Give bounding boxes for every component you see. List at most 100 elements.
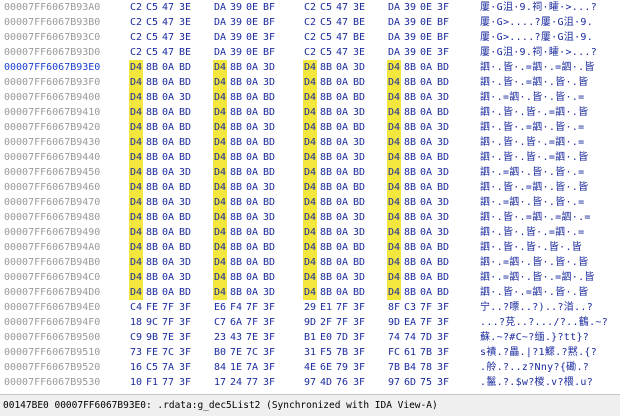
hex-byte[interactable]: 3D bbox=[436, 122, 450, 133]
hex-byte[interactable]: 47 bbox=[161, 32, 175, 43]
hex-byte[interactable]: 39 bbox=[403, 17, 417, 28]
hex-byte[interactable]: 0A bbox=[419, 242, 433, 253]
hex-byte[interactable]: 0A bbox=[245, 212, 259, 223]
hex-byte[interactable]: 3D bbox=[178, 167, 192, 178]
hex-byte[interactable]: 0A bbox=[245, 152, 259, 163]
hex-byte[interactable]: DA bbox=[213, 32, 227, 43]
hex-byte[interactable]: C2 bbox=[129, 17, 143, 28]
hex-byte[interactable]: 0A bbox=[161, 242, 175, 253]
hex-byte[interactable]: 47 bbox=[335, 32, 349, 43]
hex-byte[interactable]: 8B bbox=[229, 107, 243, 118]
hex-byte[interactable]: 7F bbox=[161, 302, 175, 313]
hex-byte[interactable]: BD bbox=[352, 167, 366, 178]
hex-byte[interactable]: 43 bbox=[229, 332, 243, 343]
ascii-text[interactable]: 訵·.皆·.=訵·.皆·.= bbox=[480, 122, 585, 133]
hex-byte[interactable]: 7B bbox=[419, 347, 433, 358]
hex-byte[interactable]: 0A bbox=[335, 62, 349, 73]
ascii-text[interactable]: 宁..?嘌..?)..?渞..? bbox=[480, 302, 594, 313]
hex-byte[interactable]: 8B bbox=[229, 152, 243, 163]
hex-byte[interactable]: 8B bbox=[319, 137, 333, 148]
hex-byte[interactable]: D4 bbox=[303, 255, 317, 270]
hex-byte[interactable]: D4 bbox=[213, 90, 227, 105]
hex-byte[interactable]: 8B bbox=[229, 62, 243, 73]
hex-byte[interactable]: 7F bbox=[245, 317, 259, 328]
hex-byte[interactable]: 0A bbox=[335, 227, 349, 238]
hex-byte[interactable]: 8B bbox=[145, 197, 159, 208]
hex-byte[interactable]: 23 bbox=[213, 332, 227, 343]
hex-byte[interactable]: 3D bbox=[178, 257, 192, 268]
hex-byte[interactable]: 8F bbox=[387, 302, 401, 313]
hex-byte[interactable]: D4 bbox=[213, 165, 227, 180]
hex-byte[interactable]: 3E bbox=[178, 17, 192, 28]
hex-byte[interactable]: F4 bbox=[229, 302, 243, 313]
hex-row[interactable]: 00007FF6067B9520 16 C5 7A 3F 84 1E 7A 3F 4E 6E 79 3F… bbox=[0, 360, 620, 375]
hex-byte[interactable]: 7C bbox=[161, 347, 175, 358]
hex-byte[interactable]: D4 bbox=[213, 210, 227, 225]
hex-byte[interactable]: 9B bbox=[145, 332, 159, 343]
hex-byte[interactable]: 0A bbox=[161, 137, 175, 148]
hex-byte[interactable]: 0A bbox=[245, 287, 259, 298]
hex-byte[interactable]: 0A bbox=[161, 197, 175, 208]
hex-byte[interactable]: 47 bbox=[335, 17, 349, 28]
hex-byte[interactable]: C2 bbox=[303, 17, 317, 28]
hex-byte[interactable]: 3F bbox=[436, 302, 450, 313]
hex-row[interactable]: 00007FF6067B9510 73 FE 7C 3F B0 7E 7C 3F 31 F5 7B 3F… bbox=[0, 345, 620, 360]
hex-byte[interactable]: 0A bbox=[335, 287, 349, 298]
hex-byte[interactable]: 3D bbox=[352, 107, 366, 118]
hex-byte[interactable]: D4 bbox=[213, 225, 227, 240]
hex-byte[interactable]: 47 bbox=[335, 47, 349, 58]
hex-byte[interactable]: 74 bbox=[403, 332, 417, 343]
hex-byte[interactable]: 8B bbox=[403, 287, 417, 298]
hex-byte[interactable]: FE bbox=[145, 347, 159, 358]
hex-row[interactable]: 00007FF6067B9490 D4 8B 0A BD D4 8B 0A BD D4 8B 0A 3D… bbox=[0, 225, 620, 240]
hex-byte[interactable]: BD bbox=[352, 182, 366, 193]
hex-byte[interactable]: D4 bbox=[303, 60, 317, 75]
hex-byte[interactable]: C5 bbox=[145, 32, 159, 43]
hex-byte[interactable]: 3F bbox=[262, 32, 276, 43]
hex-byte[interactable]: 0A bbox=[335, 212, 349, 223]
hex-byte[interactable]: 31 bbox=[303, 347, 317, 358]
hex-row[interactable]: 00007FF6067B9440 D4 8B 0A BD D4 8B 0A BD D4 8B 0A 3D… bbox=[0, 150, 620, 165]
ascii-text[interactable]: .舲.?..z?Nny?{磡.? bbox=[480, 362, 590, 373]
hex-byte[interactable]: 39 bbox=[403, 2, 417, 13]
hex-byte[interactable]: 47 bbox=[161, 2, 175, 13]
hex-byte[interactable]: 7F bbox=[419, 317, 433, 328]
hex-byte[interactable]: 3D bbox=[436, 137, 450, 148]
hex-byte[interactable]: 8B bbox=[403, 92, 417, 103]
hex-byte[interactable]: 6D bbox=[403, 377, 417, 388]
hex-byte[interactable]: 3F bbox=[436, 377, 450, 388]
hex-row[interactable]: 00007FF6067B94D0 D4 8B 0A BD D4 8B 0A 3D D4 8B 0A BD… bbox=[0, 285, 620, 300]
hex-byte[interactable]: BD bbox=[352, 242, 366, 253]
hex-byte[interactable]: 3F bbox=[352, 332, 366, 343]
hex-byte[interactable]: 3D bbox=[352, 227, 366, 238]
hex-byte[interactable]: D4 bbox=[387, 225, 401, 240]
hex-byte[interactable]: 61 bbox=[403, 347, 417, 358]
hex-row[interactable]: 00007FF6067B93A0 C2 C5 47 3E DA 39 0E BF C2 C5 47 3E… bbox=[0, 0, 620, 15]
hex-byte[interactable]: 8B bbox=[403, 107, 417, 118]
hex-row[interactable]: 00007FF6067B94C0 D4 8B 0A 3D D4 8B 0A BD D4 8B 0A 3D… bbox=[0, 270, 620, 285]
hex-byte[interactable]: 39 bbox=[403, 32, 417, 43]
hex-byte[interactable]: 8B bbox=[403, 257, 417, 268]
hex-byte[interactable]: 8B bbox=[403, 122, 417, 133]
hex-byte[interactable]: 3D bbox=[352, 212, 366, 223]
hex-byte[interactable]: BD bbox=[178, 227, 192, 238]
hex-byte[interactable]: 17 bbox=[213, 377, 227, 388]
hex-byte[interactable]: 7C bbox=[245, 347, 259, 358]
hex-byte[interactable]: DA bbox=[387, 47, 401, 58]
hex-byte[interactable]: 0A bbox=[419, 107, 433, 118]
hex-byte[interactable]: 3D bbox=[352, 152, 366, 163]
hex-row[interactable]: 00007FF6067B93D0 C2 C5 47 BE DA 39 0E BF C2 C5 47 3E… bbox=[0, 45, 620, 60]
hex-row[interactable]: 00007FF6067B93F0 D4 8B 0A BD D4 8B 0A 3D D4 8B 0A BD… bbox=[0, 75, 620, 90]
hex-byte[interactable]: D4 bbox=[303, 210, 317, 225]
hex-byte[interactable]: BD bbox=[262, 197, 276, 208]
hex-byte[interactable]: BD bbox=[436, 257, 450, 268]
hex-byte[interactable]: 8B bbox=[229, 197, 243, 208]
hex-byte[interactable]: 0A bbox=[419, 212, 433, 223]
hex-byte[interactable]: 7F bbox=[335, 302, 349, 313]
hex-byte[interactable]: 0A bbox=[419, 137, 433, 148]
hex-byte[interactable]: 3D bbox=[352, 272, 366, 283]
hex-byte[interactable]: 97 bbox=[303, 377, 317, 388]
hex-byte[interactable]: 3F bbox=[436, 47, 450, 58]
hex-byte[interactable]: 8B bbox=[319, 227, 333, 238]
hex-byte[interactable]: 0A bbox=[419, 62, 433, 73]
